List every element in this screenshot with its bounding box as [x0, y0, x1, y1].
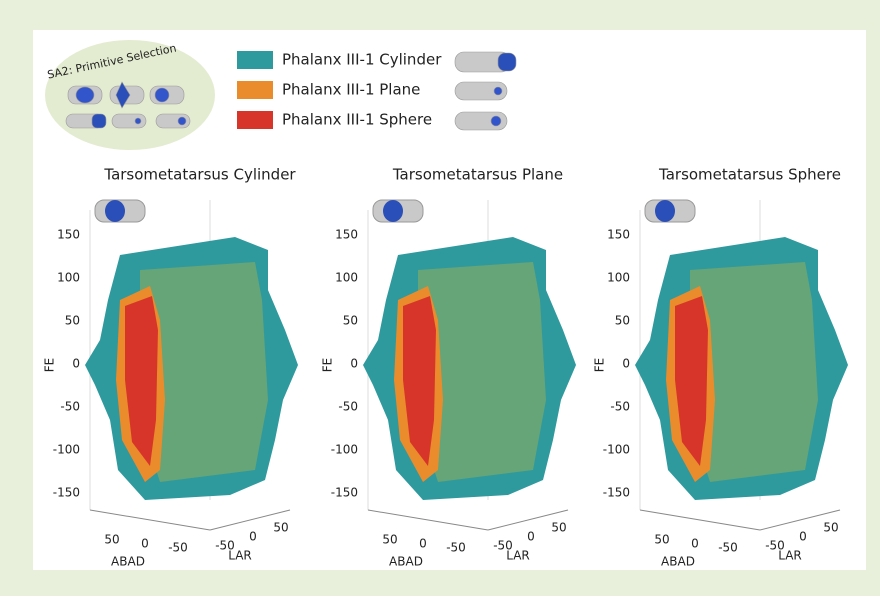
z-tick-label: 50	[823, 521, 838, 535]
panel-title: Tarsometatarsus Sphere	[658, 166, 841, 184]
z-tick-label: 50	[273, 521, 288, 535]
y-tick-label: 0	[350, 357, 358, 371]
bone-icon-primitive	[105, 200, 125, 222]
bone-icon-primitive	[383, 200, 403, 222]
x-tick-label: 0	[419, 537, 427, 551]
x-tick-label: -50	[718, 541, 738, 555]
y-tick-label: 150	[57, 228, 80, 242]
x-tick-label: -50	[168, 541, 188, 555]
x-axis-label: ABAD	[389, 555, 423, 569]
z-tick-label: 0	[249, 530, 257, 544]
y-tick-label: -150	[603, 486, 630, 500]
legend-label: Phalanx III-1 Sphere	[282, 111, 432, 129]
panel-title: Tarsometatarsus Plane	[392, 166, 563, 184]
z-tick-label: 50	[551, 521, 566, 535]
bone-icon-primitive	[655, 200, 675, 222]
legend-label: Phalanx III-1 Plane	[282, 81, 420, 99]
z-tick-label: 0	[527, 530, 535, 544]
legend-swatch	[237, 81, 273, 99]
x-axis-label: ABAD	[661, 555, 695, 569]
y-axis-label: FE	[43, 358, 57, 372]
y-tick-label: 50	[343, 314, 358, 328]
y-tick-label: 100	[57, 271, 80, 285]
x-tick-label: 50	[654, 533, 669, 547]
z-axis-label: LAR	[228, 549, 252, 563]
y-tick-label: 100	[335, 271, 358, 285]
y-tick-label: 0	[72, 357, 80, 371]
z-tick-label: 0	[799, 530, 807, 544]
y-tick-label: 100	[607, 271, 630, 285]
y-tick-label: -100	[53, 443, 80, 457]
legend-swatch	[237, 111, 273, 129]
legend-label: Phalanx III-1 Cylinder	[282, 51, 442, 69]
figure: SA2: Primitive Selection Phalanx III-1 C…	[0, 0, 880, 596]
x-tick-label: 50	[382, 533, 397, 547]
x-axis-label: ABAD	[111, 555, 145, 569]
y-tick-label: 150	[607, 228, 630, 242]
y-tick-label: -50	[338, 400, 358, 414]
x-tick-label: -50	[446, 541, 466, 555]
y-tick-label: 50	[615, 314, 630, 328]
x-tick-label: 50	[104, 533, 119, 547]
y-tick-label: -100	[603, 443, 630, 457]
x-tick-label: 0	[141, 537, 149, 551]
panel-title: Tarsometatarsus Cylinder	[103, 166, 296, 184]
y-tick-label: 150	[335, 228, 358, 242]
z-axis-label: LAR	[506, 549, 530, 563]
z-axis-label: LAR	[778, 549, 802, 563]
y-tick-label: 50	[65, 314, 80, 328]
y-axis-label: FE	[321, 358, 335, 372]
y-tick-label: -100	[331, 443, 358, 457]
y-tick-label: -50	[610, 400, 630, 414]
legend-swatch	[237, 51, 273, 69]
y-tick-label: -50	[60, 400, 80, 414]
y-axis-label: FE	[593, 358, 607, 372]
x-tick-label: 0	[691, 537, 699, 551]
y-tick-label: -150	[53, 486, 80, 500]
y-tick-label: 0	[622, 357, 630, 371]
y-tick-label: -150	[331, 486, 358, 500]
